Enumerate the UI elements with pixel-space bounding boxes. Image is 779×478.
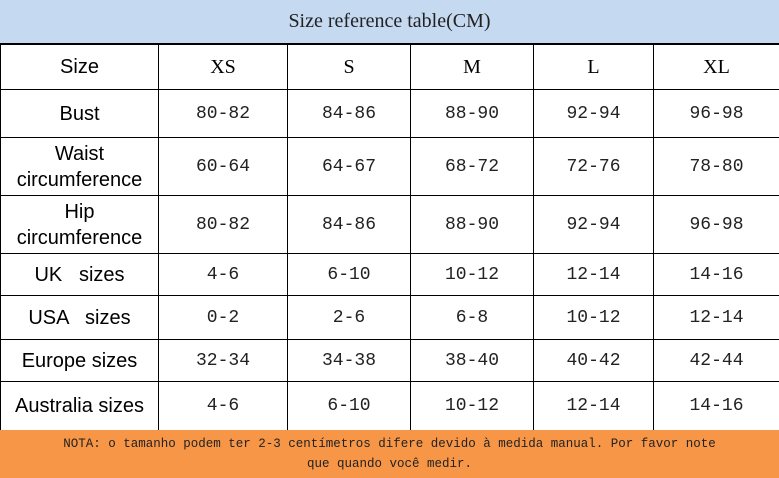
value-cell: 88-90: [410, 195, 534, 254]
table-row: USA sizes 0-2 2-6 6-8 10-12 12-14: [0, 295, 779, 340]
row-label: Waist circumference: [0, 137, 159, 196]
row-label: USA sizes: [0, 295, 159, 340]
value-cell: 96-98: [653, 89, 779, 138]
value-cell: 40-42: [533, 339, 654, 382]
row-label: Europe sizes: [0, 339, 159, 382]
value-cell: 84-86: [287, 195, 411, 254]
value-cell: 78-80: [653, 137, 779, 196]
value-cell: 12-14: [533, 253, 654, 296]
value-cell: 10-12: [410, 253, 534, 296]
table-row: Bust 80-82 84-86 88-90 92-94 96-98: [0, 89, 779, 138]
value-cell: 6-10: [287, 253, 411, 296]
value-cell: 72-76: [533, 137, 654, 196]
value-cell: 34-38: [287, 339, 411, 382]
value-cell: 80-82: [158, 89, 288, 138]
value-cell: 92-94: [533, 195, 654, 254]
header-row: Size XS S M L XL: [0, 44, 779, 90]
value-cell: 96-98: [653, 195, 779, 254]
row-label: UK sizes: [0, 253, 159, 296]
table-title: Size reference table(CM): [0, 0, 779, 44]
note: NOTA: o tamanho podem ter 2-3 centímetro…: [0, 430, 779, 478]
header-cell: L: [533, 44, 654, 90]
value-cell: 68-72: [410, 137, 534, 196]
value-cell: 10-12: [533, 295, 654, 340]
row-label: Size: [0, 44, 159, 90]
value-cell: 14-16: [653, 253, 779, 296]
size-table: Size XS S M L XL Bust 80-82 84-86 88-90 92-94 96-98…: [0, 44, 779, 431]
value-cell: 64-67: [287, 137, 411, 196]
value-cell: 92-94: [533, 89, 654, 138]
value-cell: 6-10: [287, 381, 411, 431]
value-cell: 4-6: [158, 253, 288, 296]
value-cell: 6-8: [410, 295, 534, 340]
value-cell: 42-44: [653, 339, 779, 382]
value-cell: 14-16: [653, 381, 779, 431]
value-cell: 60-64: [158, 137, 288, 196]
value-cell: 12-14: [533, 381, 654, 431]
header-cell: XS: [158, 44, 288, 90]
value-cell: 80-82: [158, 195, 288, 254]
table-row: Waist circumference 60-64 64-67 68-72 72-76 7…: [0, 137, 779, 196]
table-row: Australia sizes 4-6 6-10 10-12 12-14 14-16: [0, 381, 779, 431]
value-cell: 12-14: [653, 295, 779, 340]
value-cell: 10-12: [410, 381, 534, 431]
value-cell: 2-6: [287, 295, 411, 340]
table-row: Hip circumference 80-82 84-86 88-90 92-94 96-…: [0, 195, 779, 254]
row-label: Bust: [0, 89, 159, 138]
table-row: Europe sizes 32-34 34-38 38-40 40-42 42-44: [0, 339, 779, 382]
row-label: Australia sizes: [0, 381, 159, 431]
header-cell: M: [410, 44, 534, 90]
value-cell: 4-6: [158, 381, 288, 431]
header-cell: XL: [653, 44, 779, 90]
value-cell: 88-90: [410, 89, 534, 138]
row-label: Hip circumference: [0, 195, 159, 254]
value-cell: 32-34: [158, 339, 288, 382]
table-row: UK sizes 4-6 6-10 10-12 12-14 14-16: [0, 253, 779, 296]
value-cell: 84-86: [287, 89, 411, 138]
value-cell: 0-2: [158, 295, 288, 340]
value-cell: 38-40: [410, 339, 534, 382]
header-cell: S: [287, 44, 411, 90]
